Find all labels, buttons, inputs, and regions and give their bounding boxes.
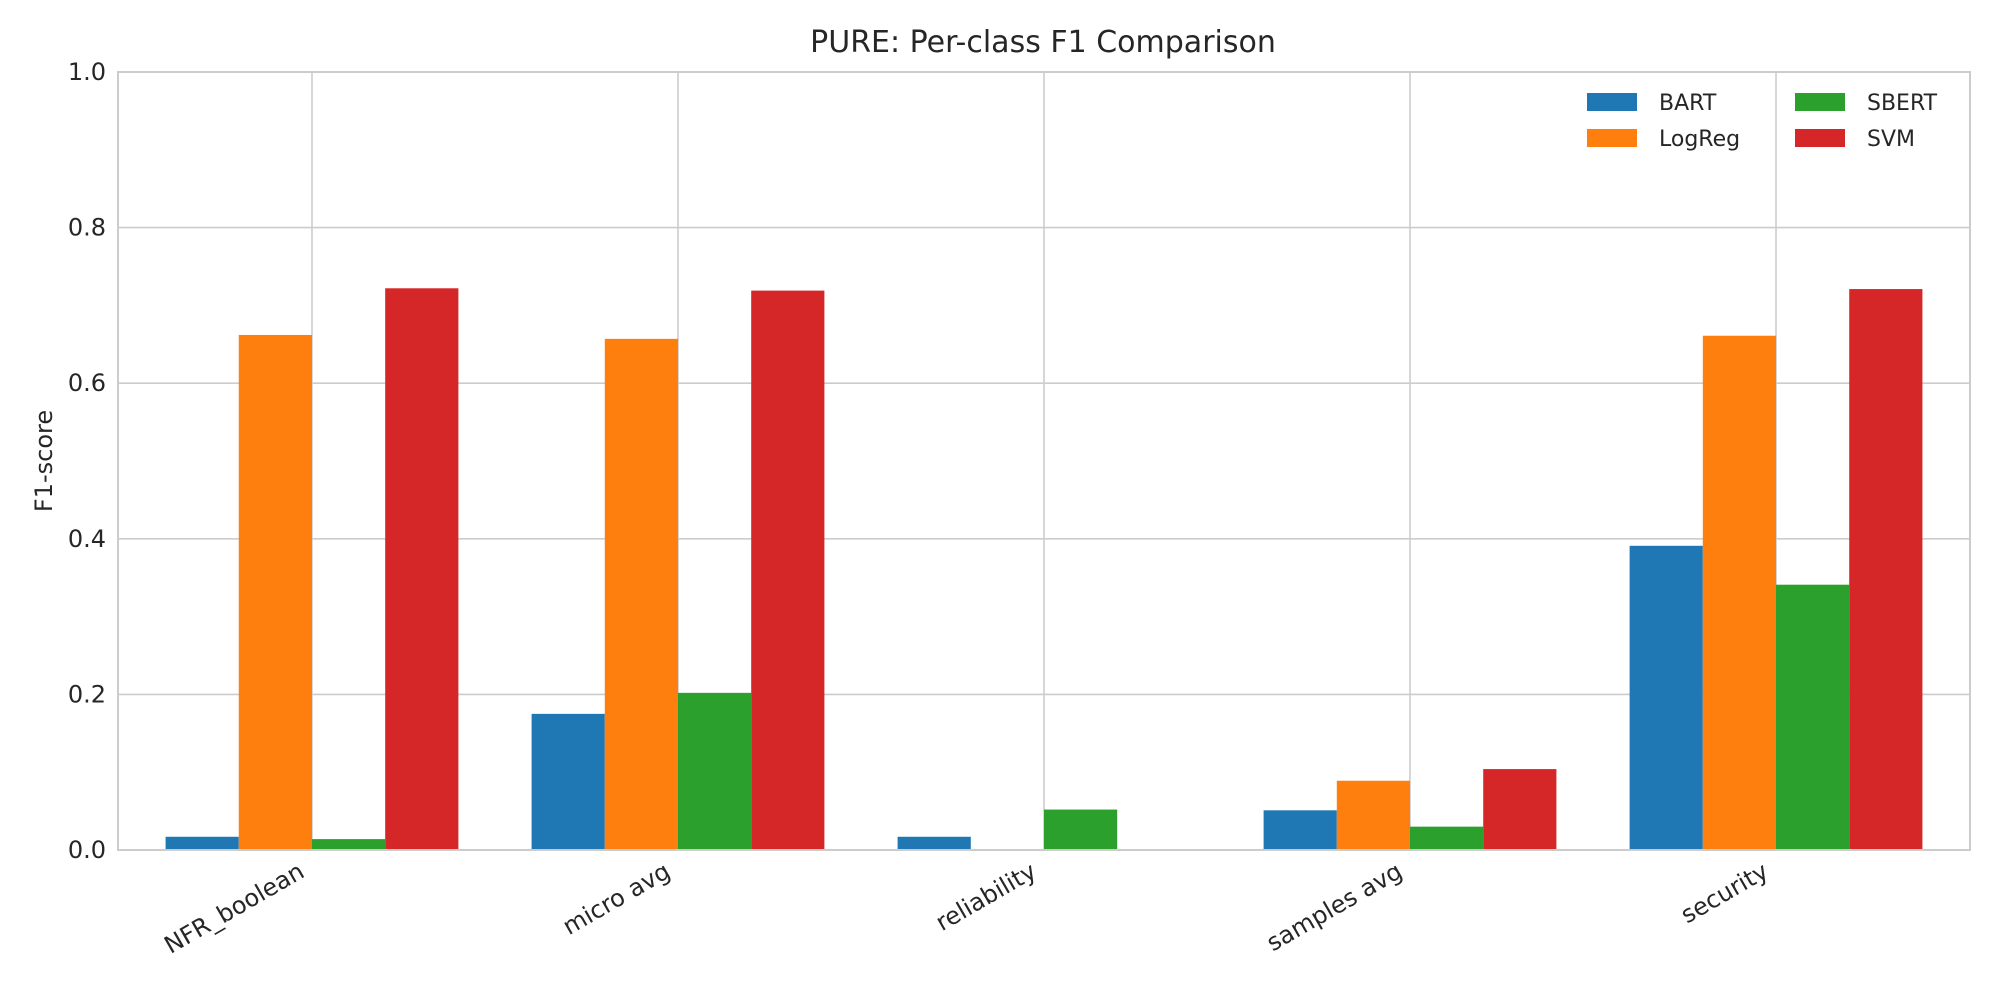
bar-bart-samples-avg bbox=[1263, 810, 1337, 850]
y-axis-label: F1-score bbox=[30, 410, 58, 512]
bar-logreg-micro-avg bbox=[604, 338, 678, 850]
bar-sbert-micro-avg bbox=[677, 692, 752, 850]
bar-svm-samples-avg bbox=[1483, 769, 1557, 850]
legend-label: BART bbox=[1659, 91, 1717, 116]
bar-sbert-reliability bbox=[1044, 809, 1118, 850]
bar-bart-security bbox=[1629, 545, 1703, 850]
y-tick-label: 0.6 bbox=[68, 369, 106, 397]
legend-swatch bbox=[1587, 93, 1637, 111]
y-tick-label: 0.2 bbox=[68, 680, 106, 708]
y-tick-label: 0.4 bbox=[68, 525, 106, 553]
legend-swatch bbox=[1795, 93, 1845, 111]
bar-bart-nfr-boolean bbox=[165, 836, 239, 850]
bar-bart-micro-avg bbox=[531, 713, 605, 850]
bar-sbert-security bbox=[1776, 584, 1850, 850]
chart-title: PURE: Per-class F1 Comparison bbox=[810, 25, 1276, 60]
legend-label: SVM bbox=[1867, 127, 1915, 152]
bars bbox=[165, 288, 1923, 850]
bar-bart-reliability bbox=[897, 836, 971, 850]
legend-label: SBERT bbox=[1867, 91, 1938, 116]
y-tick-label: 0.8 bbox=[68, 214, 106, 242]
bar-sbert-nfr-boolean bbox=[311, 839, 386, 850]
bar-logreg-security bbox=[1702, 335, 1777, 850]
y-tick-label: 1.0 bbox=[68, 58, 106, 86]
legend-swatch bbox=[1587, 129, 1637, 147]
bar-logreg-nfr-boolean bbox=[238, 334, 312, 850]
bar-sbert-samples-avg bbox=[1410, 826, 1484, 850]
legend-swatch bbox=[1795, 129, 1845, 147]
legend-label: LogReg bbox=[1659, 127, 1740, 152]
plot-frame bbox=[117, 71, 1971, 851]
bar-svm-security bbox=[1849, 289, 1923, 850]
legend: BART LogReg SBERT SVM bbox=[1587, 91, 1938, 152]
y-tick-label: 0.0 bbox=[68, 836, 106, 864]
y-axis-ticks: 0.0 0.2 0.4 0.6 0.8 1.0 bbox=[68, 58, 106, 864]
bar-svm-micro-avg bbox=[751, 290, 825, 850]
bar-svm-nfr-boolean bbox=[385, 288, 459, 850]
bar-logreg-samples-avg bbox=[1336, 780, 1411, 850]
